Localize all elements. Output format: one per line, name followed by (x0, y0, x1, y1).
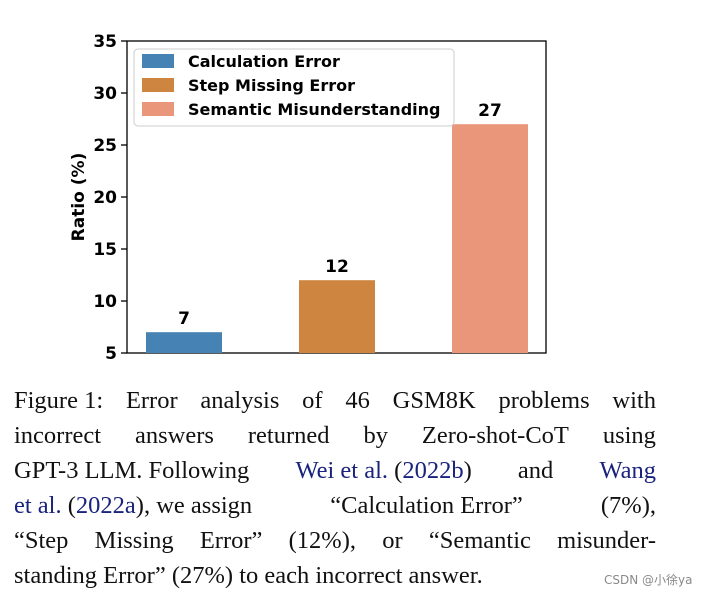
citation-link[interactable]: Wei et al. (2022b) (295, 457, 472, 484)
caption-word: using (602, 422, 656, 449)
legend-label: Semantic Misunderstanding (188, 100, 440, 119)
caption-word: (12%), (288, 527, 356, 554)
caption-text: “Calculation Error” (330, 492, 523, 519)
bar-1 (146, 332, 222, 353)
y-tick-label: 30 (93, 84, 117, 104)
caption-word: or (382, 527, 403, 554)
caption-word: misunder- (557, 527, 656, 554)
caption-text: and (517, 457, 554, 484)
caption-line-5: “Step Missing Error” (12%), or “Semantic misun… (14, 523, 656, 558)
legend-label: Calculation Error (188, 52, 340, 71)
legend-swatch (142, 102, 174, 116)
caption-word: Error (125, 387, 178, 414)
y-tick-label: 20 (93, 188, 117, 208)
y-axis-label: Ratio (%) (69, 153, 89, 242)
legend-label: Step Missing Error (188, 76, 355, 95)
bar-3 (452, 124, 528, 353)
caption-word: problems (498, 387, 590, 414)
caption-word: Missing (94, 527, 174, 554)
chart-bars: 7 12 27 (146, 101, 528, 353)
chart-legend: Calculation Error Step Missing Error Seman… (133, 48, 455, 127)
caption-word: GSM8K (392, 387, 476, 414)
caption-text: (7%), (600, 492, 656, 519)
caption-word: 46 (345, 387, 370, 414)
caption-word: analysis (200, 387, 280, 414)
caption-text: GPT-3 LLM. Following (14, 457, 250, 484)
caption-line-3: GPT-3 LLM. Following Wei et al. (2022b) … (14, 453, 656, 488)
y-tick-label: 15 (93, 240, 117, 260)
citation-author[interactable]: Wang (599, 457, 656, 484)
caption-word: incorrect (14, 422, 102, 449)
watermark-text: CSDN @小徐ya (604, 573, 693, 587)
y-tick-label: 35 (93, 32, 117, 52)
legend-swatch (142, 78, 174, 92)
caption-word: “Step (14, 527, 69, 554)
caption-text: , we assign (143, 492, 253, 519)
caption-text: standing Error” (27%) to each incorrect … (14, 562, 483, 589)
citation-link[interactable]: et al. (2022a), we assign (14, 492, 253, 519)
bar-value-label: 12 (325, 257, 349, 277)
citation-author[interactable]: et al. (14, 492, 62, 519)
citation-year[interactable]: 2022b (402, 457, 464, 484)
caption-word: Figure 1: (14, 387, 104, 414)
caption-line-6: standing Error” (27%) to each incorrect … (14, 558, 656, 593)
caption-word: Zero-shot-CoT (421, 422, 569, 449)
citation-author[interactable]: Wei et al. (295, 457, 389, 484)
caption-word: Error” (199, 527, 263, 554)
y-tick-label: 5 (105, 344, 117, 364)
figure-caption: Figure 1: Error analysis of 46 GSM8K problems w… (14, 383, 656, 593)
caption-word: “Semantic (428, 527, 531, 554)
caption-word: answers (135, 422, 214, 449)
bar-value-label: 7 (178, 309, 190, 329)
legend-swatch (142, 54, 174, 68)
y-tick-label: 25 (93, 136, 117, 156)
bar-value-label: 27 (478, 101, 502, 121)
y-tick-label: 10 (93, 292, 117, 312)
caption-word: by (363, 422, 388, 449)
caption-word: with (612, 387, 656, 414)
caption-word: returned (247, 422, 330, 449)
caption-line-2: incorrect answers returned by Zero-shot-CoT u… (14, 418, 656, 453)
caption-line-4: et al. (2022a), we assign “Calculation E… (14, 488, 656, 523)
citation-year[interactable]: 2022a (75, 492, 136, 519)
caption-word: of (302, 387, 323, 414)
bar-2 (299, 280, 375, 353)
legend-box (133, 48, 455, 127)
caption-line-1: Figure 1: Error analysis of 46 GSM8K problems w… (14, 383, 656, 418)
bar-chart: 5 10 15 20 25 30 35 Ratio (%) 7 12 27 Calculation… (69, 32, 547, 364)
